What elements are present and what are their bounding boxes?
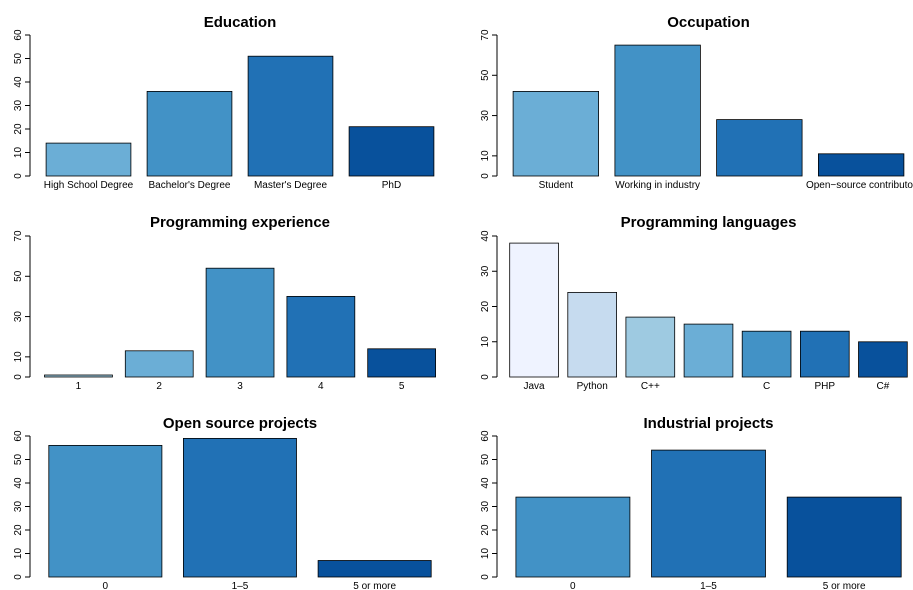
y-tick-label: 10	[480, 336, 491, 348]
y-tick-label: 60	[13, 29, 24, 41]
category-label: Bachelor's Degree	[149, 180, 231, 191]
category-label: 2	[156, 381, 162, 392]
y-tick-label: 10	[13, 147, 24, 159]
category-label: 1–5	[232, 581, 249, 590]
category-label: 1–5	[700, 581, 717, 590]
y-tick-label: 0	[480, 574, 491, 580]
y-tick-label: 70	[13, 230, 24, 242]
y-tick-label: 0	[480, 374, 491, 380]
bar	[286, 295, 356, 378]
category-label: C	[763, 381, 770, 392]
bar	[348, 126, 435, 177]
category-label: 4	[318, 381, 324, 392]
chart-panel-2: Programming experience 0 10 30 50 70 1 2 3 4 5	[13, 214, 437, 392]
y-tick-label: 0	[13, 374, 24, 380]
y-tick-label: 40	[480, 477, 491, 489]
chart-panel-5: Industrial projects 0 10 20 30 40 50 60 0 1–5 5 or…	[480, 415, 902, 590]
y-tick-label: 20	[480, 301, 491, 313]
y-tick-label: 20	[13, 524, 24, 536]
category-label: 5 or more	[823, 581, 866, 590]
bar	[44, 374, 113, 378]
y-tick-label: 30	[13, 100, 24, 112]
y-tick-label: 60	[13, 430, 24, 442]
y-tick-label: 50	[480, 69, 491, 81]
y-tick-label: 10	[480, 548, 491, 560]
category-label: C++	[641, 381, 660, 392]
chart-title: Open source projects	[163, 415, 317, 432]
y-tick-label: 40	[13, 76, 24, 88]
chart-title: Industrial projects	[643, 415, 773, 432]
bar	[182, 437, 297, 578]
y-tick-label: 30	[480, 265, 491, 277]
bar	[625, 316, 676, 378]
category-label: 0	[103, 581, 109, 590]
bar	[367, 348, 437, 378]
y-tick-label: 20	[13, 123, 24, 135]
y-tick-label: 10	[13, 351, 24, 363]
category-label: 5 or more	[353, 581, 396, 590]
chart-title: Programming languages	[621, 214, 797, 231]
bar	[567, 291, 617, 378]
bar	[651, 449, 766, 578]
bar	[741, 330, 792, 378]
bar	[858, 341, 908, 378]
bar	[45, 142, 132, 177]
y-tick-label: 30	[480, 501, 491, 513]
bar	[786, 496, 902, 578]
chart-title: Programming experience	[150, 214, 330, 231]
category-label: 0	[570, 581, 576, 590]
bar	[146, 91, 233, 177]
y-tick-label: 30	[13, 501, 24, 513]
category-label: PHP	[815, 381, 836, 392]
bar	[818, 153, 905, 177]
bar	[716, 119, 803, 177]
y-tick-label: 20	[480, 524, 491, 536]
category-label: PhD	[382, 180, 401, 191]
y-tick-label: 50	[13, 53, 24, 65]
category-label: Master's Degree	[254, 180, 327, 191]
category-label: 1	[76, 381, 82, 392]
y-tick-label: 50	[480, 454, 491, 466]
category-label: 5	[399, 381, 405, 392]
category-label: Working in industry	[615, 180, 700, 191]
bar	[512, 91, 599, 177]
chart-title: Education	[204, 14, 277, 31]
bar	[317, 560, 432, 578]
chart-panel-4: Open source projects 0 10 20 30 40 50 60 0 1–5 5 o…	[13, 415, 432, 590]
category-label: Open−source contributor	[806, 180, 913, 191]
y-tick-label: 60	[480, 430, 491, 442]
bar	[683, 323, 734, 378]
y-tick-label: 30	[13, 311, 24, 323]
bar	[124, 350, 194, 378]
chart-panel-1: Occupation 0 10 30 50 70 Student Working in ind…	[480, 14, 913, 191]
y-tick-label: 40	[13, 477, 24, 489]
category-label: Student	[539, 180, 574, 191]
category-label: C#	[877, 381, 890, 392]
chart-title: Occupation	[667, 14, 750, 31]
chart-panel-0: Education 0 10 20 30 40 50 60 High School Degree…	[13, 14, 435, 191]
y-tick-label: 0	[13, 574, 24, 580]
y-tick-label: 0	[480, 173, 491, 179]
y-tick-label: 40	[480, 230, 491, 242]
bar	[247, 55, 334, 177]
bar	[509, 242, 559, 378]
category-label: Java	[524, 381, 546, 392]
category-label: 3	[237, 381, 243, 392]
y-tick-label: 30	[480, 110, 491, 122]
y-tick-label: 50	[13, 454, 24, 466]
y-tick-label: 0	[13, 173, 24, 179]
y-tick-label: 50	[13, 270, 24, 282]
bar	[614, 44, 701, 177]
bar	[515, 496, 631, 578]
category-label: Python	[577, 381, 608, 392]
bar	[800, 330, 850, 378]
y-tick-label: 10	[480, 150, 491, 162]
y-tick-label: 10	[13, 548, 24, 560]
bar	[205, 267, 275, 378]
category-label: High School Degree	[44, 180, 134, 191]
chart-panel-3: Programming languages 0 10 20 30 40 Java Python…	[480, 214, 908, 392]
y-tick-label: 70	[480, 29, 491, 41]
bar	[48, 444, 163, 578]
